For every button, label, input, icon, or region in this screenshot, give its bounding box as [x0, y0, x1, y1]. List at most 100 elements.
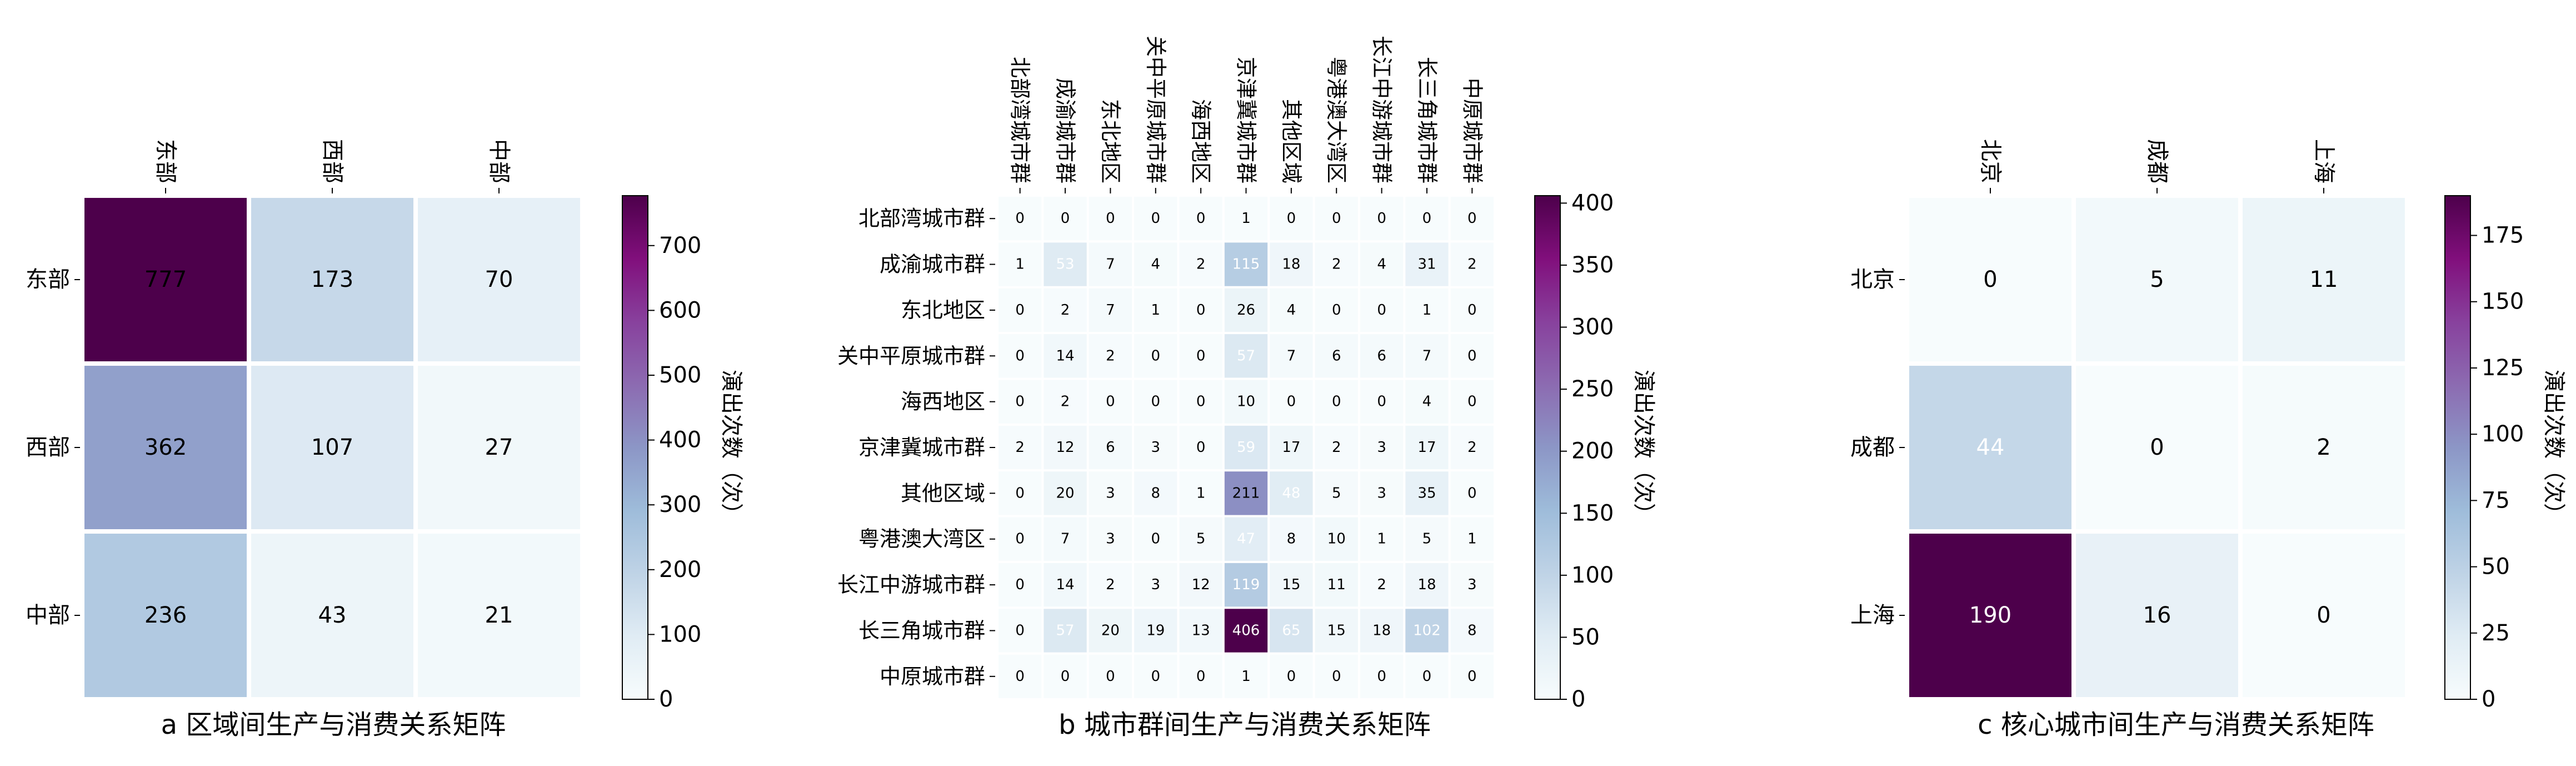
cell-value-label: 406	[1232, 622, 1260, 639]
panel-title: b 城市群间生产与消费关系矩阵	[1059, 709, 1431, 740]
cell-value-label: 17	[1417, 439, 1436, 456]
cell-value-label: 14	[1056, 576, 1074, 593]
x-tick-label: 东部	[153, 139, 178, 183]
cell-value-label: 0	[1061, 210, 1070, 227]
y-tick-label: 上海	[1850, 603, 1895, 628]
cell-value-label: 1	[1015, 256, 1025, 273]
colorbar-tick-label: 0	[1571, 687, 1585, 712]
cell-value-label: 190	[1969, 603, 2011, 628]
heatmap-cell	[1315, 425, 1358, 470]
colorbar-tick-label: 200	[659, 557, 701, 583]
cell-value-label: 115	[1232, 256, 1260, 273]
cell-value-label: 5	[1422, 531, 1432, 548]
heatmap-cell	[418, 366, 580, 529]
cell-value-label: 211	[1232, 485, 1260, 501]
cell-value-label: 7	[1106, 302, 1115, 319]
colorbar-tick-label: 200	[1571, 439, 1614, 464]
cell-value-label: 2	[1332, 439, 1341, 456]
x-tick-label: 海西地区	[1189, 99, 1213, 183]
heatmap-cell	[999, 380, 1042, 424]
heatmap-cell	[1360, 334, 1404, 378]
cell-value-label: 0	[1467, 347, 1477, 364]
cell-value-label: 4	[1422, 394, 1432, 410]
cell-value-label: 18	[1372, 622, 1391, 639]
colorbar-tick-label: 300	[659, 492, 701, 518]
cell-value-label: 1	[1196, 485, 1206, 501]
x-tick-label: 粤港澳大湾区	[1324, 57, 1349, 183]
heatmap-cell	[1134, 609, 1177, 653]
cell-value-label: 57	[1056, 622, 1074, 639]
colorbar-tick-label: 400	[1571, 190, 1614, 216]
colorbar-tick-label: 0	[2482, 687, 2495, 712]
cell-value-label: 4	[1151, 256, 1160, 273]
cell-value-label: 7	[1106, 256, 1115, 273]
cell-value-label: 0	[1015, 485, 1025, 501]
cell-value-label: 18	[1282, 256, 1300, 273]
cell-value-label: 12	[1192, 576, 1210, 593]
cell-value-label: 3	[1106, 531, 1115, 548]
heatmap-cell	[999, 517, 1042, 561]
heatmap-cell	[1315, 654, 1358, 698]
heatmap-cell	[2076, 534, 2238, 697]
heatmap-cell	[1089, 242, 1132, 286]
heatmap-cell	[1909, 366, 2071, 529]
heatmap-cell	[2243, 366, 2405, 529]
heatmap-cell	[1405, 563, 1449, 607]
heatmap-cell	[251, 198, 413, 361]
cell-value-label: 1	[1467, 531, 1477, 548]
cell-value-label: 31	[1417, 256, 1436, 273]
heatmap-cell	[1450, 334, 1494, 378]
cell-value-label: 0	[1151, 668, 1160, 685]
cell-value-label: 57	[1237, 347, 1255, 364]
y-tick-label: 长三角城市群	[858, 618, 985, 643]
cell-value-label: 13	[1192, 622, 1210, 639]
cell-value-label: 236	[144, 603, 187, 628]
cell-value-label: 2	[1061, 302, 1070, 319]
cell-value-label: 119	[1232, 576, 1260, 593]
cell-value-label: 70	[485, 267, 513, 292]
heatmap-cell	[1089, 334, 1132, 378]
y-tick-label: 长江中游城市群	[837, 573, 985, 597]
heatmap-cell	[1224, 197, 1268, 241]
heatmap-cell	[1134, 517, 1177, 561]
heatmap-cell	[1405, 471, 1449, 515]
heatmap-cell	[1134, 334, 1177, 378]
heatmap-cell	[1405, 242, 1449, 286]
cell-value-label: 0	[1983, 267, 1997, 292]
cell-value-label: 8	[1467, 622, 1477, 639]
colorbar-tick-label: 175	[2482, 223, 2524, 248]
heatmap-cell	[1179, 334, 1222, 378]
cell-value-label: 16	[2143, 603, 2171, 628]
y-tick-label: 中部	[26, 603, 70, 628]
cell-value-label: 0	[1015, 576, 1025, 593]
cell-value-label: 1	[1422, 302, 1432, 319]
heatmap-cell	[1270, 563, 1313, 607]
cell-value-label: 0	[1015, 668, 1025, 685]
heatmap-cell	[1315, 563, 1358, 607]
cell-value-label: 4	[1377, 256, 1386, 273]
heatmap-cell	[1270, 425, 1313, 470]
y-tick-label: 其他区域	[901, 481, 985, 505]
cell-value-label: 0	[1151, 531, 1160, 548]
cell-value-label: 12	[1056, 439, 1074, 456]
cell-value-label: 7	[1422, 347, 1432, 364]
heatmap-cell	[1360, 517, 1404, 561]
cell-value-label: 5	[1196, 531, 1206, 548]
heatmap-cell	[1360, 654, 1404, 698]
cell-value-label: 7	[1287, 347, 1296, 364]
cell-value-label: 8	[1287, 531, 1296, 548]
heatmap-cell	[2076, 198, 2238, 361]
cell-value-label: 20	[1056, 485, 1074, 501]
cell-value-label: 17	[1282, 439, 1300, 456]
colorbar	[1534, 195, 1561, 700]
colorbar-tick-label: 500	[659, 362, 701, 388]
cell-value-label: 0	[1015, 347, 1025, 364]
heatmap-cell	[1270, 380, 1313, 424]
cell-value-label: 11	[1327, 576, 1346, 593]
heatmap-cell	[1044, 380, 1087, 424]
heatmap-cell	[1270, 609, 1313, 653]
colorbar-tick-label: 400	[659, 427, 701, 453]
heatmap-cell	[1224, 425, 1268, 470]
heatmap-cell	[1405, 609, 1449, 653]
